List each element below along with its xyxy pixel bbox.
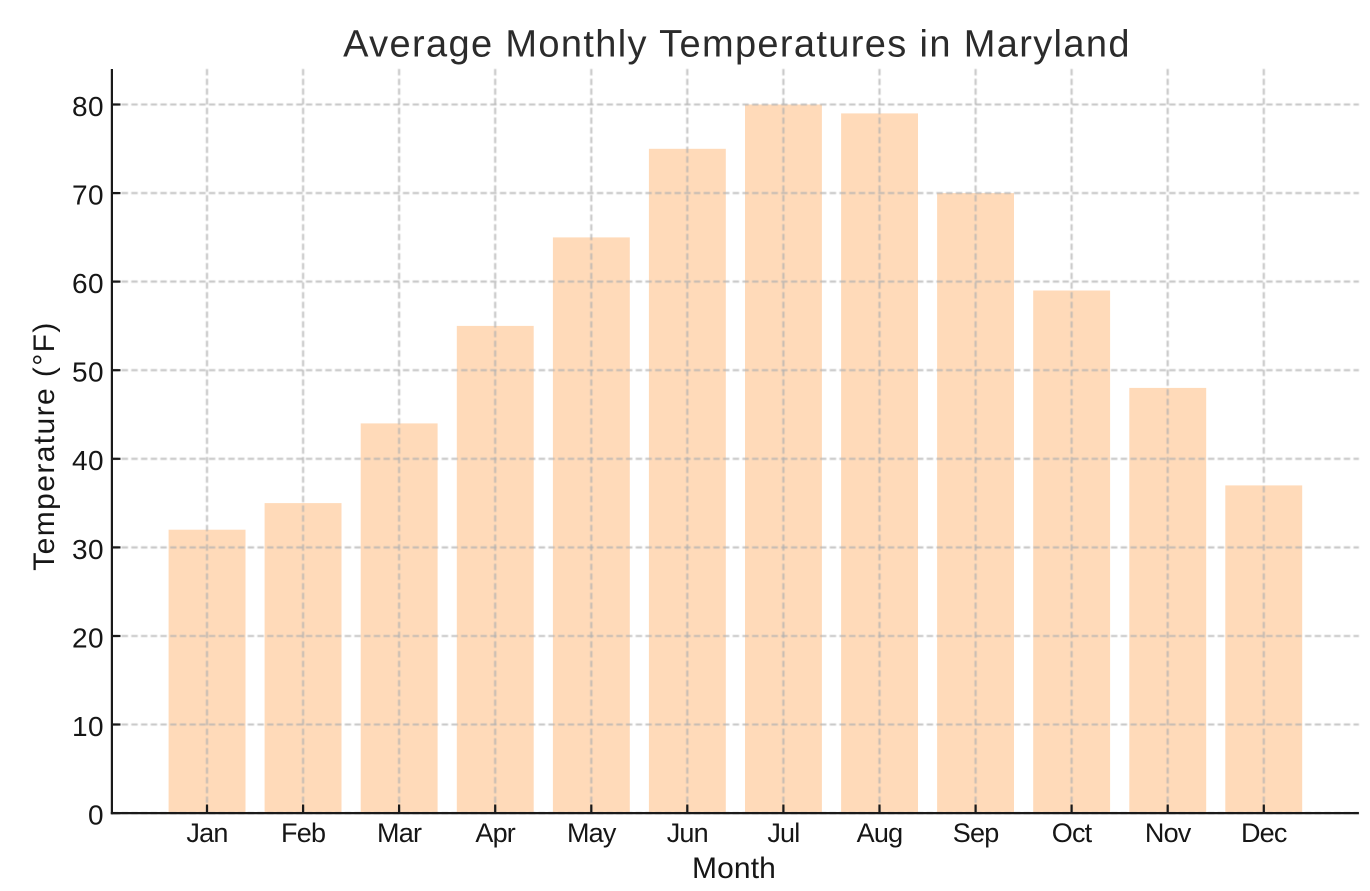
svg-text:May: May (567, 818, 617, 848)
svg-text:Sep: Sep (953, 818, 999, 848)
svg-text:Month: Month (692, 852, 776, 885)
svg-text:Mar: Mar (377, 818, 422, 848)
svg-text:Aug: Aug (857, 818, 903, 848)
svg-text:Oct: Oct (1052, 818, 1093, 848)
svg-text:Jul: Jul (767, 818, 799, 848)
svg-text:Average Monthly Temperatures i: Average Monthly Temperatures in Maryland (343, 24, 1131, 66)
svg-text:Jan: Jan (186, 818, 227, 848)
svg-text:20: 20 (72, 622, 104, 653)
svg-text:10: 10 (72, 711, 104, 742)
svg-text:Apr: Apr (475, 818, 515, 848)
svg-text:0: 0 (88, 800, 104, 831)
svg-text:Dec: Dec (1241, 818, 1287, 848)
svg-text:Nov: Nov (1145, 818, 1192, 848)
svg-text:30: 30 (72, 534, 104, 565)
svg-text:Temperature (°F): Temperature (°F) (28, 321, 61, 570)
svg-text:50: 50 (72, 357, 104, 388)
svg-text:80: 80 (72, 91, 104, 122)
svg-text:70: 70 (72, 180, 104, 211)
svg-text:Feb: Feb (281, 818, 325, 848)
svg-text:60: 60 (72, 268, 104, 299)
svg-text:Jun: Jun (667, 818, 708, 848)
svg-text:40: 40 (72, 445, 104, 476)
